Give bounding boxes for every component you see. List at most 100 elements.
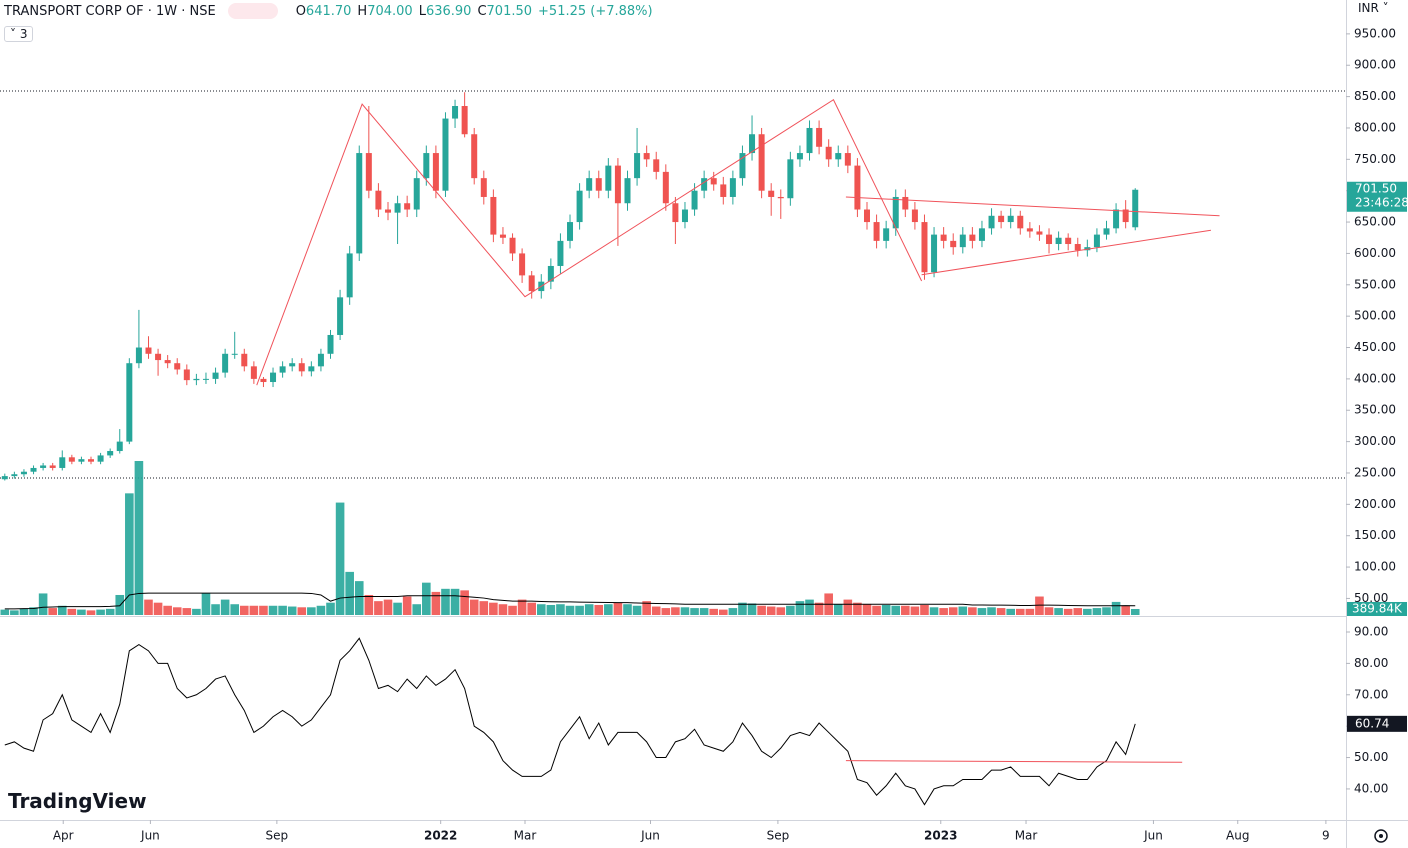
volume-bar (987, 607, 996, 615)
candle-body (911, 209, 918, 223)
ohlc-item: C701.50 (477, 4, 532, 19)
indicator-count: 3 (19, 27, 28, 41)
y-tick-label: 400.00 (1354, 371, 1396, 385)
candle-body (49, 465, 56, 468)
volume-bar (604, 604, 613, 615)
candle-body (375, 190, 382, 210)
volume-bar (422, 582, 431, 615)
volume-bar (1054, 608, 1063, 615)
volume-bar (699, 608, 709, 615)
candle-body (289, 363, 296, 367)
volume-bar (594, 604, 604, 615)
volume-bar (259, 605, 268, 615)
candle-body (308, 366, 315, 372)
volume-bar (96, 609, 105, 615)
volume-bar (278, 605, 287, 615)
x-tick-label: 2023 (924, 829, 957, 843)
candle-body (701, 178, 708, 191)
candle-body (653, 159, 660, 172)
volume-bar (776, 607, 786, 615)
settings-icon[interactable] (1374, 829, 1388, 843)
candle-body (854, 165, 861, 210)
x-tick-label: Jun (640, 829, 660, 843)
volume-bar (1092, 608, 1102, 615)
volume-bar (441, 588, 450, 615)
candle-body (1, 476, 8, 480)
volume-bar (297, 607, 307, 615)
candle-body (720, 184, 727, 197)
candle-body (135, 347, 142, 364)
indicator-toggle[interactable]: ˅ 3 (4, 26, 34, 42)
watermark: TradingView (8, 789, 147, 813)
candle-body (672, 203, 679, 223)
candle-body (777, 196, 784, 199)
volume-bar (1102, 607, 1111, 615)
candle-body (384, 209, 391, 213)
candle-body (605, 165, 612, 191)
candle-body (164, 360, 171, 364)
y-tick-label: 650.00 (1354, 215, 1396, 229)
candle-body (1093, 234, 1100, 248)
candle-body (998, 215, 1005, 223)
volume-bar (977, 608, 987, 615)
volume-bar (891, 605, 901, 615)
x-tick-label: Sep (767, 829, 790, 843)
candle-body (279, 366, 286, 373)
candle-body (806, 127, 813, 154)
currency-label: INR (1358, 1, 1379, 15)
candle-body (30, 467, 37, 472)
candle-body (20, 471, 27, 475)
volume-bar (469, 599, 479, 615)
candle-body (1084, 247, 1091, 251)
y-tick-label: 200.00 (1354, 497, 1396, 511)
volume-bar (450, 588, 460, 615)
candle-body (270, 372, 277, 383)
candle-body (452, 106, 459, 119)
candle-body (825, 146, 832, 160)
volume-bar (709, 608, 719, 615)
candle-body (126, 363, 133, 442)
candle-body (260, 378, 267, 383)
candle-body (461, 106, 468, 135)
candle-body (365, 153, 372, 191)
x-tick-label: Mar (1015, 829, 1038, 843)
candle-body (490, 196, 497, 235)
candle-body (356, 153, 363, 254)
volume-bar (623, 604, 632, 615)
candle-body (768, 190, 775, 197)
volume-bar (335, 502, 345, 615)
volume-bar (431, 591, 441, 615)
legend-icons[interactable] (227, 3, 278, 19)
volume-bar (642, 601, 651, 615)
candle-body (883, 228, 890, 241)
volume-bar (910, 606, 920, 615)
candle-body (969, 234, 976, 241)
candle-body (442, 118, 449, 191)
candle-body (1132, 189, 1139, 228)
candle-body (873, 222, 880, 241)
volume-bar (402, 596, 412, 615)
currency[interactable]: INR ˅ (1358, 1, 1389, 15)
ohlc-value: 701.50 (486, 3, 533, 19)
ohlc-item: H704.00 (357, 4, 412, 19)
volume-bar (1015, 608, 1025, 615)
candle-body (988, 215, 995, 229)
candle-body (1074, 244, 1081, 251)
volume-bar (249, 605, 259, 615)
ohlc: O641.70 H704.00 L636.90 C701.50 (296, 4, 532, 19)
volume-bar (920, 604, 929, 615)
candle-body (614, 165, 621, 204)
volume-bar (690, 608, 699, 615)
y-tick-label: 300.00 (1354, 434, 1396, 448)
candle-body (88, 459, 95, 462)
volume-bar (374, 601, 383, 615)
volume-bar (489, 602, 498, 615)
ohlc-value: 704.00 (367, 3, 413, 19)
y-tick-label: 500.00 (1354, 309, 1396, 323)
candle-body (413, 178, 420, 210)
trendline (921, 229, 1211, 276)
volume-bar (613, 602, 623, 615)
volume-bar (1121, 605, 1130, 615)
volume-bar (1073, 608, 1083, 615)
candle-body (11, 474, 18, 477)
